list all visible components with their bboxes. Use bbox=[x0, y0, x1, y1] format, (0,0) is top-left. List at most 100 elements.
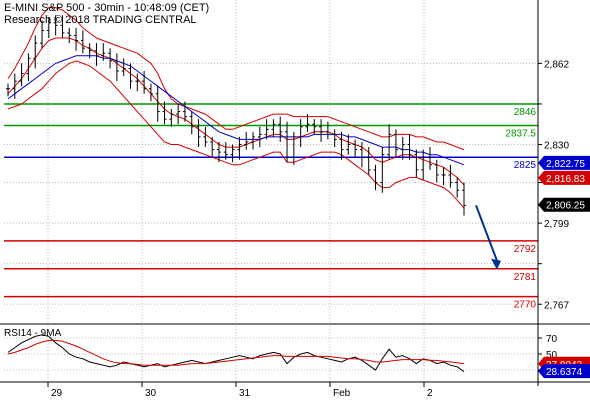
price-bars bbox=[6, 15, 466, 216]
price-tag-label: 2,806.25 bbox=[546, 201, 585, 212]
price-bar bbox=[387, 124, 392, 160]
price-bar bbox=[189, 111, 194, 135]
price-bar bbox=[339, 131, 344, 160]
price-bar bbox=[108, 48, 113, 69]
price-bar bbox=[244, 131, 249, 150]
y-tick-label: 2,767 bbox=[544, 300, 569, 311]
level-label: 2770 bbox=[514, 300, 537, 311]
price-bar bbox=[434, 159, 439, 183]
price-bar bbox=[196, 119, 201, 148]
rsi-panel bbox=[0, 323, 590, 373]
level-label: 2837.5 bbox=[505, 129, 536, 140]
level-label: 2792 bbox=[514, 244, 537, 255]
x-tick-label: 30 bbox=[145, 388, 157, 399]
price-bar bbox=[359, 141, 364, 168]
price-tag-box bbox=[538, 197, 590, 212]
bollinger-lower-line bbox=[7, 60, 465, 209]
price-bar bbox=[121, 58, 126, 77]
price-bar bbox=[230, 144, 235, 163]
price-bar bbox=[257, 126, 262, 148]
price-bar bbox=[94, 43, 99, 66]
price-bar bbox=[40, 20, 45, 49]
rsi-tag-box bbox=[538, 364, 590, 379]
price-bar bbox=[373, 164, 378, 191]
price-bar bbox=[203, 126, 208, 148]
price-bar bbox=[169, 109, 174, 127]
price-bar bbox=[380, 147, 385, 193]
y-tick-label: 2,862 bbox=[544, 59, 569, 70]
price-bar bbox=[407, 134, 412, 160]
price-bar bbox=[414, 149, 419, 178]
price-bar bbox=[148, 83, 153, 102]
price-bar bbox=[87, 43, 92, 59]
price-bar bbox=[114, 53, 119, 82]
chart-subtitle: Research © 2018 TRADING CENTRAL bbox=[4, 14, 197, 26]
price-tag-label: 2,816.83 bbox=[546, 174, 585, 185]
arrow-head bbox=[491, 258, 501, 270]
price-bar bbox=[346, 134, 351, 155]
price-bar bbox=[325, 121, 330, 140]
price-bar bbox=[237, 136, 242, 160]
price-tag-label: 2,822.75 bbox=[546, 159, 585, 170]
price-bar bbox=[366, 147, 371, 175]
9ma-line bbox=[7, 339, 465, 366]
level-label: 2781 bbox=[514, 272, 537, 283]
price-tag: 2,816.83 bbox=[538, 170, 590, 185]
price-bar bbox=[448, 164, 453, 188]
price-bar bbox=[6, 83, 10, 97]
price-bar bbox=[67, 27, 72, 44]
price-bar bbox=[264, 119, 269, 140]
price-bar bbox=[128, 63, 133, 89]
moving-averages bbox=[7, 37, 465, 186]
y-tick-label: 2,799 bbox=[544, 219, 569, 230]
price-bar bbox=[312, 119, 317, 135]
projection-arrow bbox=[475, 205, 501, 270]
price-bar bbox=[46, 17, 51, 39]
price-bar bbox=[291, 131, 296, 165]
price-bar bbox=[80, 30, 85, 54]
level-label: 2825 bbox=[514, 160, 537, 171]
price-tag-box bbox=[538, 170, 590, 185]
x-tick-label: 2 bbox=[427, 388, 433, 399]
price-bar bbox=[441, 167, 446, 186]
price-bar bbox=[155, 86, 160, 122]
price-bar bbox=[216, 141, 221, 163]
rsi14-line bbox=[7, 334, 465, 373]
value-tags: 2,822.752,816.832,806.2537.804328.6374 bbox=[538, 155, 590, 379]
price-bar bbox=[60, 15, 65, 39]
price-bar bbox=[393, 129, 398, 158]
price-bar bbox=[271, 119, 276, 137]
price-tag: 2,806.25 bbox=[538, 197, 590, 212]
price-bar bbox=[353, 139, 358, 158]
price-bar bbox=[462, 182, 466, 216]
price-bar bbox=[33, 35, 38, 69]
price-tag: 2,822.75 bbox=[538, 155, 590, 170]
level-label: 2846 bbox=[514, 107, 537, 118]
moving-average-fast-line bbox=[7, 37, 465, 186]
bollinger-bands bbox=[7, 7, 465, 209]
price-bar bbox=[332, 129, 337, 148]
price-bar bbox=[176, 103, 181, 125]
rsi-y-tick-label: 70 bbox=[546, 334, 558, 345]
price-bar bbox=[135, 73, 140, 92]
price-bar bbox=[101, 43, 106, 61]
price-bar bbox=[455, 177, 460, 198]
grid-lines bbox=[4, 0, 538, 382]
price-tag-box bbox=[538, 155, 590, 170]
price-bar bbox=[319, 119, 324, 142]
rsi-y-tick-label: 50 bbox=[546, 350, 558, 361]
moving-average-slow-line bbox=[7, 55, 465, 166]
rsi-tag-label: 28.6374 bbox=[546, 367, 583, 378]
price-bar bbox=[298, 119, 303, 148]
chart-title: E-MINI S&P 500 - 30min - 10:48:09 (CET) bbox=[4, 2, 210, 14]
price-bar bbox=[285, 121, 290, 163]
price-bar bbox=[12, 73, 17, 99]
y-tick-label: 2,830 bbox=[544, 141, 569, 152]
price-bar bbox=[26, 53, 31, 82]
price-bar bbox=[421, 149, 426, 181]
price-bar bbox=[427, 147, 432, 170]
price-bar bbox=[142, 70, 147, 94]
price-bar bbox=[400, 136, 405, 160]
